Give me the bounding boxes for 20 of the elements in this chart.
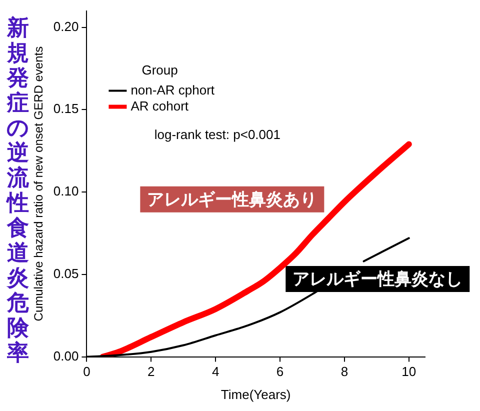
annotation: アレルギー性鼻炎あり <box>147 190 318 210</box>
y-tick-label: 0.00 <box>53 348 79 364</box>
x-tick-label: 6 <box>276 364 284 380</box>
x-tick-label: 0 <box>83 364 90 380</box>
y-axis-title: Cumulative hazard ratio of new onset GERD events <box>32 46 46 322</box>
legend-label: non-AR cphort <box>130 82 215 98</box>
x-axis-title: Time(Years) <box>220 386 291 402</box>
annotation: log-rank test: p<0.001 <box>154 126 280 142</box>
legend-label: AR cohort <box>130 98 189 114</box>
x-tick-label: 10 <box>402 364 416 380</box>
y-tick-label: 0.10 <box>53 184 79 199</box>
y-tick-label: 0.15 <box>53 101 79 116</box>
x-tick-label: 2 <box>148 364 155 380</box>
y-tick-label: 0.20 <box>53 18 79 34</box>
y-tick-label: 0.05 <box>53 266 79 281</box>
chart-title: 新規発症の逆流性食道炎危険率 <box>6 16 30 366</box>
annotation: アレルギー性鼻炎なし <box>292 269 463 290</box>
x-tick-label: 8 <box>340 364 348 380</box>
legend-title: Group <box>142 62 178 78</box>
x-tick-label: 4 <box>212 364 220 380</box>
